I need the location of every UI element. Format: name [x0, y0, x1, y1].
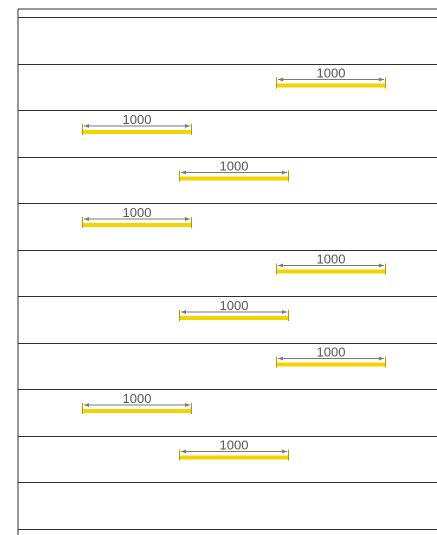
yellow-bar	[82, 130, 192, 134]
dimension-arrow-right	[282, 310, 287, 314]
bar-group: 1000	[276, 252, 386, 275]
dimension-arrow-left	[181, 449, 186, 454]
dimension-arrow-right	[379, 356, 384, 361]
bar-group: 1000	[276, 66, 386, 89]
dimension-arrow-right	[379, 263, 384, 268]
dimension-label: 1000	[220, 438, 249, 453]
dimension-arrow-right	[185, 403, 190, 407]
dimension-arrow-left	[84, 403, 89, 407]
yellow-bar	[179, 176, 289, 181]
yellow-bar	[82, 223, 192, 227]
bar-group: 1000	[82, 205, 192, 228]
dimension-label: 1000	[220, 298, 249, 313]
bar-group: 1000	[179, 298, 289, 321]
dimension-arrow-left	[181, 170, 186, 175]
dimension-label: 1000	[317, 252, 346, 267]
dimension-arrow-left	[181, 310, 186, 314]
dimension-label: 1000	[220, 159, 249, 174]
yellow-bar	[82, 409, 192, 413]
dimension-arrow-right	[185, 217, 190, 221]
bar-group: 1000	[276, 345, 386, 368]
lane-grid	[17, 8, 437, 535]
bar-marks: 1000 1000 1000 1000 1000 1000 1000 1000 1000	[82, 66, 386, 461]
dimension-arrow-right	[379, 77, 384, 82]
yellow-bar	[276, 362, 386, 367]
dimension-arrow-left	[84, 217, 89, 221]
yellow-bar	[276, 269, 386, 274]
yellow-bar	[179, 455, 289, 460]
bar-group: 1000	[179, 159, 289, 182]
yellow-bar	[276, 83, 386, 88]
dimension-label: 1000	[123, 205, 152, 220]
dimension-label: 1000	[317, 345, 346, 360]
dimension-arrow-right	[282, 170, 287, 175]
dimension-arrow-left	[84, 124, 89, 128]
dimension-arrow-left	[278, 356, 283, 361]
dimension-label: 1000	[317, 66, 346, 81]
dimension-arrow-left	[278, 263, 283, 268]
bar-group: 1000	[82, 391, 192, 414]
dimension-label: 1000	[123, 112, 152, 127]
dimension-arrow-right	[185, 124, 190, 128]
yellow-bar	[179, 316, 289, 320]
dimension-label: 1000	[123, 391, 152, 406]
dimension-arrow-left	[278, 77, 283, 82]
bar-group: 1000	[179, 438, 289, 461]
dimension-arrow-right	[282, 449, 287, 454]
bar-group: 1000	[82, 112, 192, 135]
